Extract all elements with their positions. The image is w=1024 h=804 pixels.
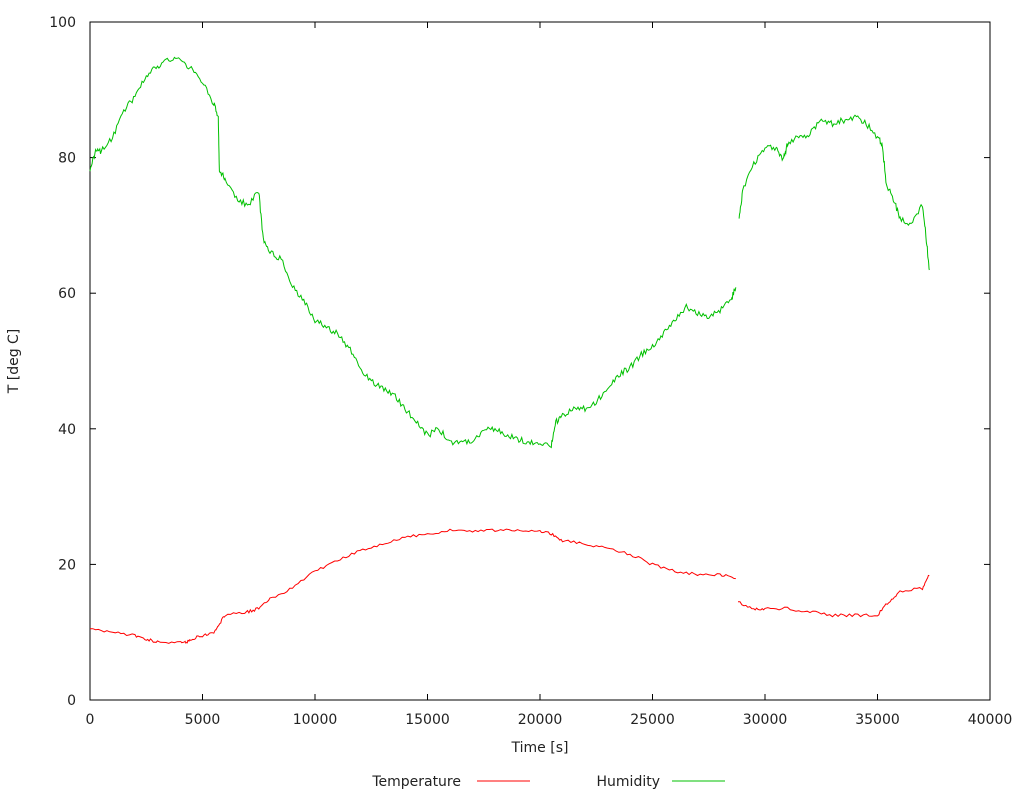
x-tick-label: 30000 <box>743 712 788 728</box>
legend-label-humidity: Humidity <box>597 774 660 790</box>
y-axis-label: T [deg C] <box>6 329 22 395</box>
plot-frame <box>90 22 990 700</box>
legend-label-temperature: Temperature <box>371 774 461 790</box>
series-line-temperature <box>90 529 736 643</box>
y-tick-label: 20 <box>58 557 76 573</box>
x-axis-label: Time [s] <box>511 740 569 756</box>
x-tick-label: 25000 <box>630 712 675 728</box>
x-tick-label: 20000 <box>518 712 563 728</box>
y-tick-label: 60 <box>58 286 76 302</box>
y-tick-label: 0 <box>67 693 76 709</box>
x-tick-label: 10000 <box>293 712 338 728</box>
x-tick-label: 15000 <box>405 712 450 728</box>
x-tick-label: 5000 <box>185 712 221 728</box>
x-tick-label: 0 <box>86 712 95 728</box>
series-line-temperature <box>738 575 929 616</box>
y-tick-label: 40 <box>58 422 76 438</box>
y-tick-label: 100 <box>49 15 76 31</box>
y-tick-label: 80 <box>58 151 76 167</box>
x-tick-label: 40000 <box>968 712 1013 728</box>
legend: Temperature Humidity <box>371 774 725 790</box>
series-line-humidity <box>739 115 929 270</box>
series-line-humidity <box>90 57 736 447</box>
x-tick-label: 35000 <box>855 712 900 728</box>
